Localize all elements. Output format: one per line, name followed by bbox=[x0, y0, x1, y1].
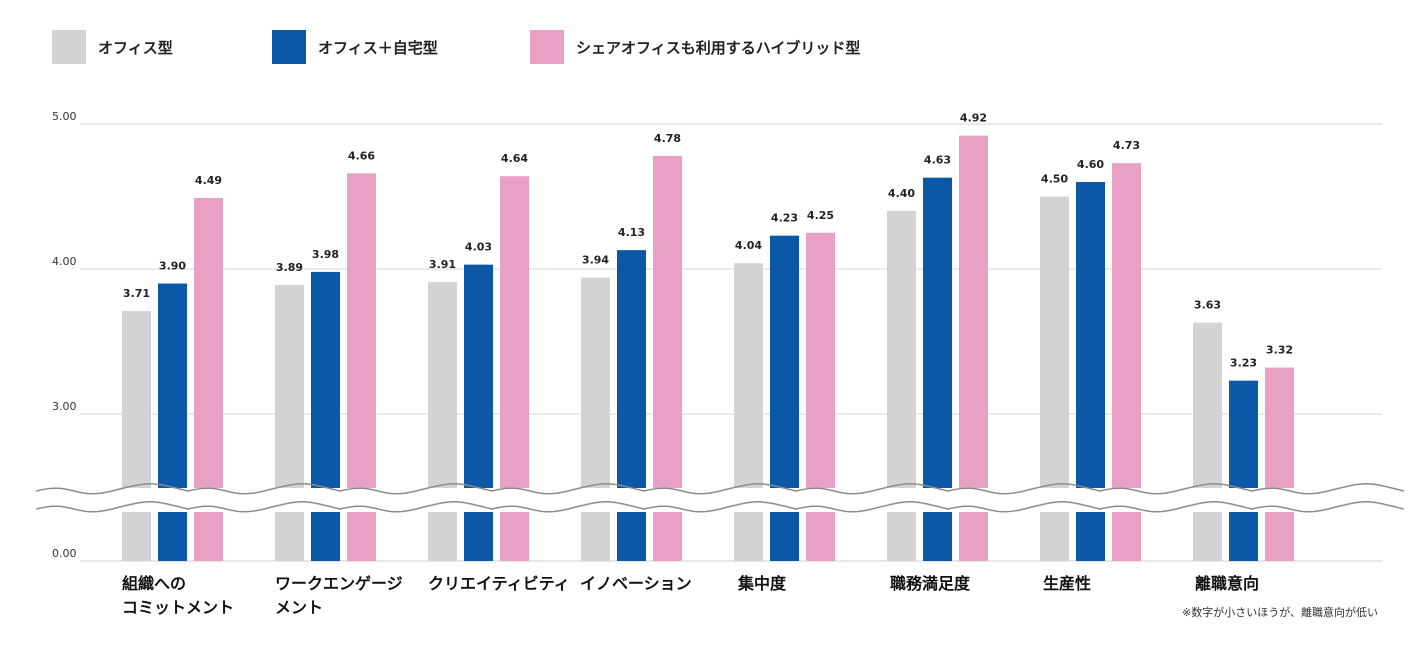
x-category-label-line: 職務満足度 bbox=[890, 574, 971, 593]
x-category-label-line: 生産性 bbox=[1043, 574, 1092, 593]
x-category-label: 生産性 bbox=[1043, 572, 1091, 596]
x-category-label-line: 離職意向 bbox=[1195, 574, 1260, 593]
data-label: 4.73 bbox=[1113, 139, 1140, 152]
data-label: 3.23 bbox=[1230, 357, 1257, 370]
x-category-label: 離職意向 bbox=[1195, 572, 1259, 596]
x-category-label-line: イノベーション bbox=[580, 574, 692, 593]
legend-item: オフィス＋自宅型 bbox=[272, 30, 530, 64]
data-label: 4.50 bbox=[1041, 173, 1068, 186]
y-tick-label: 0.00 bbox=[52, 547, 77, 560]
data-label: 4.64 bbox=[501, 152, 528, 165]
bar bbox=[1229, 380, 1258, 561]
legend-label: シェアオフィスも利用するハイブリッド型 bbox=[576, 38, 861, 57]
x-category-label: クリエイティビティ bbox=[428, 572, 570, 596]
x-category-label: 組織へのコミットメント bbox=[122, 572, 234, 620]
legend-label: オフィス型 bbox=[98, 38, 173, 57]
data-label: 4.63 bbox=[924, 154, 951, 167]
bar bbox=[1193, 322, 1222, 561]
y-tick-label: 3.00 bbox=[52, 400, 77, 413]
legend-swatch bbox=[52, 30, 86, 64]
bar bbox=[464, 264, 493, 561]
bar bbox=[770, 235, 799, 561]
legend-label: オフィス＋自宅型 bbox=[318, 38, 438, 57]
axis-break-line bbox=[35, 483, 1405, 495]
legend-swatch bbox=[272, 30, 306, 64]
data-label: 3.90 bbox=[159, 260, 186, 273]
x-category-label: ワークエンゲージ メント bbox=[275, 572, 403, 620]
data-label: 4.66 bbox=[348, 149, 375, 162]
data-label: 4.25 bbox=[807, 209, 834, 222]
data-label: 4.92 bbox=[960, 112, 987, 125]
x-category-label: 集中度 bbox=[738, 572, 786, 596]
y-tick-label: 5.00 bbox=[52, 110, 77, 123]
data-label: 3.98 bbox=[312, 248, 339, 261]
bar bbox=[581, 277, 610, 561]
data-label: 3.71 bbox=[123, 287, 150, 300]
data-label: 4.78 bbox=[654, 132, 681, 145]
x-category-label: イノベーション bbox=[580, 572, 692, 596]
data-label: 4.60 bbox=[1077, 158, 1104, 171]
data-label: 4.03 bbox=[465, 241, 492, 254]
bar bbox=[275, 284, 304, 561]
x-category-label-line: 集中度 bbox=[738, 574, 787, 593]
footnote: ※数字が小さいほうが、離職意向が低い bbox=[1182, 606, 1378, 619]
x-category-label: 職務満足度 bbox=[890, 572, 970, 596]
legend-item: オフィス型 bbox=[52, 30, 272, 64]
bar bbox=[311, 271, 340, 561]
x-category-label-line: 組織への bbox=[122, 574, 187, 593]
data-label: 4.49 bbox=[195, 174, 222, 187]
bar bbox=[734, 263, 763, 561]
axis-break-line bbox=[35, 501, 1405, 513]
bar bbox=[617, 250, 646, 561]
bar bbox=[122, 311, 151, 561]
data-label: 3.89 bbox=[276, 261, 303, 274]
x-category-label-line: ワークエンゲージ bbox=[275, 574, 403, 593]
bar bbox=[158, 283, 187, 561]
data-label: 4.40 bbox=[888, 187, 915, 200]
x-category-label-line: メント bbox=[275, 598, 324, 617]
data-label: 4.13 bbox=[618, 226, 645, 239]
legend-item: シェアオフィスも利用するハイブリッド型 bbox=[530, 30, 860, 64]
bar bbox=[1265, 367, 1294, 561]
data-label: 4.04 bbox=[735, 239, 762, 252]
data-label: 3.63 bbox=[1194, 299, 1221, 312]
x-category-label-line: コミットメント bbox=[122, 598, 235, 617]
data-label: 3.94 bbox=[582, 254, 609, 267]
data-label: 4.23 bbox=[771, 212, 798, 225]
y-tick-label: 4.00 bbox=[52, 255, 77, 268]
data-label: 3.32 bbox=[1266, 344, 1293, 357]
x-category-label-line: クリエイティビティ bbox=[428, 574, 570, 593]
legend: オフィス型 オフィス＋自宅型 シェアオフィスも利用するハイブリッド型 bbox=[52, 30, 860, 64]
data-label: 3.91 bbox=[429, 258, 456, 271]
legend-swatch bbox=[530, 30, 564, 64]
bar bbox=[428, 282, 457, 561]
